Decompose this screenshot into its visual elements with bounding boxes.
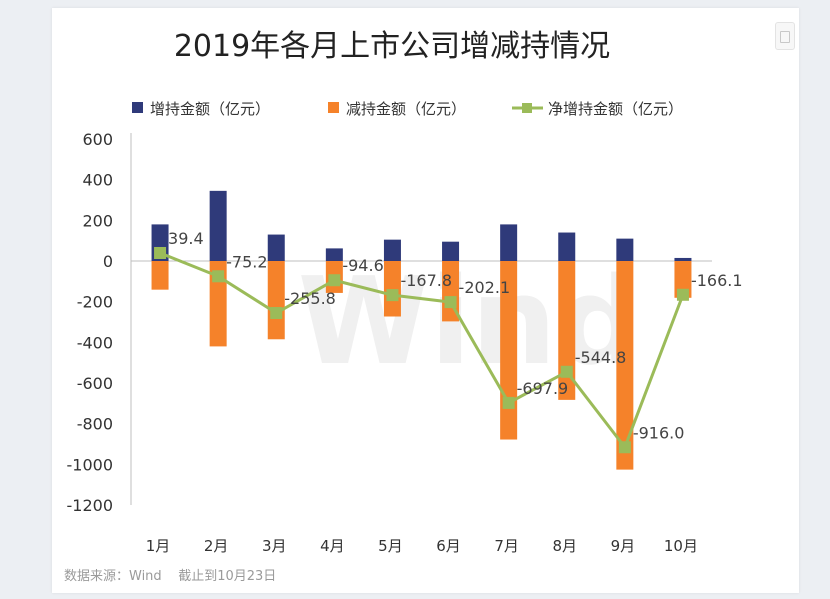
x-tick-label: 1月: [146, 537, 171, 555]
data-labels: 39.4 -75.2 -255.8 -94.6 -167.8 -202.1 -697.9 -5…: [168, 229, 742, 442]
x-tick-label: 4月: [320, 537, 345, 555]
side-copy-button[interactable]: [775, 22, 795, 50]
legend-marker: [522, 103, 532, 113]
increase-bar: [616, 238, 634, 261]
x-tick-label: 7月: [494, 537, 519, 555]
x-tick-label: 10月: [664, 537, 698, 555]
y-tick-label: 400: [82, 171, 113, 190]
y-tick-label: -400: [77, 333, 113, 352]
net-data-label: -255.8: [284, 289, 336, 308]
increase-bar: [383, 239, 401, 261]
x-tick-label: 8月: [552, 537, 577, 555]
y-tick-label: 0: [103, 252, 113, 271]
legend-swatch: [132, 102, 143, 113]
chart-legend: 增持金额（亿元） 减持金额（亿元） 净增持金额（亿元）: [132, 100, 683, 118]
net-marker: [154, 246, 167, 259]
net-marker: [560, 365, 573, 378]
net-data-label: -544.8: [575, 348, 627, 367]
decrease-bar: [616, 261, 634, 470]
increase-bar: [500, 224, 518, 261]
legend-label: 减持金额（亿元）: [346, 100, 466, 118]
net-marker: [444, 296, 457, 309]
x-tick-label: 9月: [611, 537, 636, 555]
y-tick-label: -1000: [67, 455, 114, 474]
net-line-layer: [154, 246, 689, 454]
net-marker: [502, 396, 515, 409]
net-data-label: -94.6: [342, 256, 383, 275]
increase-bar: [267, 234, 285, 261]
decrease-bar: [558, 261, 576, 400]
x-tick-label: 5月: [378, 537, 403, 555]
y-tick-label: -1200: [67, 496, 114, 515]
y-tick-label: 600: [82, 130, 113, 149]
decrease-bar: [209, 261, 227, 347]
increase-bar: [674, 257, 692, 261]
net-data-label: -916.0: [633, 423, 685, 442]
x-tick-label: 6月: [436, 537, 461, 555]
chart-title: 2019年各月上市公司增减持情况: [174, 29, 610, 64]
chart-card: 2019年各月上市公司增减持情况 Wind 增持金额（亿元） 减持金额（亿元） 净增…: [52, 8, 799, 593]
decrease-bar: [383, 261, 401, 317]
chart-svg: 2019年各月上市公司增减持情况 Wind 增持金额（亿元） 减持金额（亿元） 净增…: [64, 29, 743, 584]
decrease-bar: [151, 261, 169, 290]
net-marker: [328, 274, 341, 287]
net-marker: [270, 307, 283, 320]
legend-swatch: [328, 102, 339, 113]
net-data-label: -167.8: [400, 271, 452, 290]
net-marker: [676, 288, 689, 301]
watermark: Wind: [298, 253, 643, 392]
legend-label: 增持金额（亿元）: [150, 100, 270, 118]
net-marker: [212, 270, 225, 283]
increase-bar: [558, 232, 576, 261]
increase-bar: [325, 248, 343, 261]
net-line: [159, 251, 685, 449]
net-marker: [386, 289, 399, 302]
net-data-label: -166.1: [691, 271, 743, 290]
net-data-label: -75.2: [226, 252, 267, 271]
net-data-label: -697.9: [517, 379, 569, 398]
source-note: 数据来源：Wind 截止到10月23日: [64, 569, 276, 584]
x-tick-label: 3月: [262, 537, 287, 555]
y-tick-label: -600: [77, 374, 113, 393]
y-tick-label: 200: [82, 211, 113, 230]
y-tick-label: -800: [77, 415, 113, 434]
x-tick-label: 2月: [204, 537, 229, 555]
decrease-bar: [674, 261, 692, 298]
increase-bar: [442, 241, 460, 261]
chart-bars: [151, 190, 692, 470]
net-data-label: -202.1: [459, 278, 511, 297]
legend-label: 净增持金额（亿元）: [548, 100, 683, 118]
net-data-label: 39.4: [168, 229, 204, 248]
chart-axes: 600 400 200 0 -200 -400 -600 -800 -1000 -1200 1月 2月…: [67, 130, 712, 555]
y-tick-label: -200: [77, 293, 113, 312]
increase-bar: [209, 190, 227, 261]
decrease-bar: [267, 261, 285, 340]
net-marker: [618, 441, 631, 454]
